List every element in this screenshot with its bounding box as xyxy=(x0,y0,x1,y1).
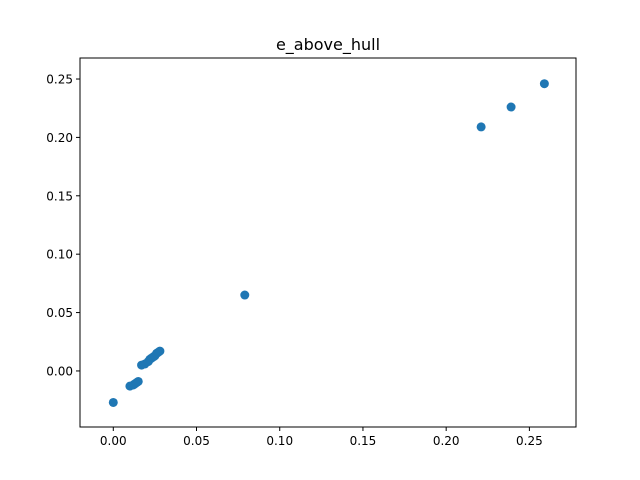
data-point xyxy=(240,290,250,300)
x-tick-label: 0.05 xyxy=(183,434,210,448)
data-point xyxy=(133,376,143,386)
plot-frame xyxy=(79,57,577,428)
y-tick-label: 0.00 xyxy=(46,364,73,378)
y-tick-label: 0.25 xyxy=(46,73,73,87)
x-tick-label: 0.10 xyxy=(266,434,293,448)
x-tick-label: 0.15 xyxy=(350,434,377,448)
data-point xyxy=(476,122,486,132)
x-tick-label: 0.25 xyxy=(516,434,543,448)
points-layer xyxy=(108,79,549,407)
x-tick-label: 0.20 xyxy=(433,434,460,448)
chart-title: e_above_hull xyxy=(276,35,380,55)
data-point xyxy=(539,79,549,89)
y-tick-label: 0.15 xyxy=(46,189,73,203)
data-point xyxy=(506,102,516,112)
y-tick-label: 0.10 xyxy=(46,248,73,262)
data-point xyxy=(108,397,118,407)
x-tick-label: 0.00 xyxy=(100,434,127,448)
y-tick-label: 0.20 xyxy=(46,131,73,145)
y-tick-label: 0.05 xyxy=(46,306,73,320)
data-point xyxy=(155,346,165,356)
ticks-layer: 0.00 0.05 0.10 0.15 0.20 0.25 0.00 0.05 0.10 0.15… xyxy=(46,73,542,448)
